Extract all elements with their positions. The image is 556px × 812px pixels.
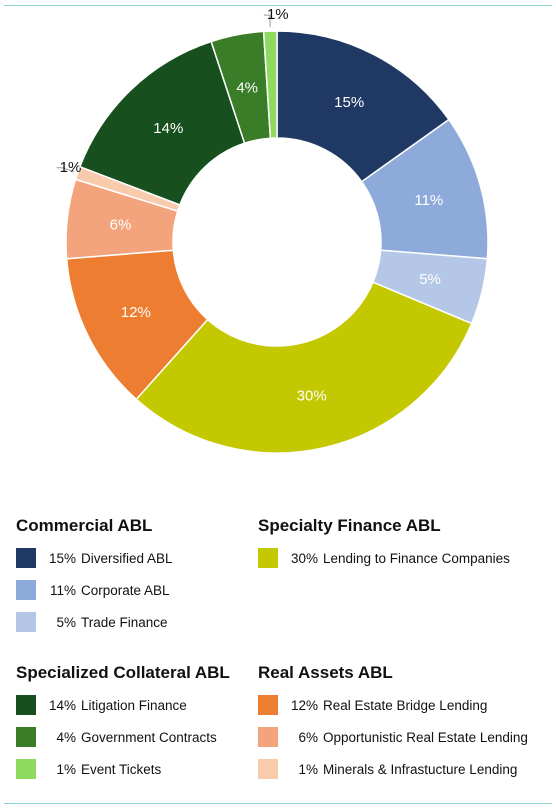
legend-item: 6% Opportunistic Real Estate Lending [258, 727, 528, 747]
donut-slice [135, 281, 473, 454]
legend-title: Commercial ABL [16, 516, 153, 535]
slice-label: 1% [267, 6, 289, 23]
donut-slice [78, 40, 246, 206]
legend-item: 11% Corporate ABL [16, 580, 173, 600]
legend-swatch [16, 759, 36, 779]
legend-group-specialty: Specialty Finance ABL 30% Lending to Fina… [258, 516, 510, 580]
legend-label: Event Tickets [81, 761, 162, 777]
slice-label: 12% [121, 304, 151, 321]
legend-percent: 1% [298, 761, 318, 777]
legend-label: Litigation Finance [81, 697, 187, 713]
legend-label: Trade Finance [81, 614, 168, 630]
donut-slice [262, 30, 278, 140]
legend-item: 5% Trade Finance [16, 612, 173, 632]
legend-percent: 11% [49, 582, 76, 598]
legend-item: 1% Minerals & Infrastucture Lending [258, 759, 528, 779]
legend-label: Minerals & Infrastucture Lending [323, 761, 518, 777]
slice-label: 1% [60, 159, 82, 176]
donut-chart: 15% 11% 5% 30% 12% 6% 1% 14% 4% 1% [56, 6, 489, 454]
top-divider [4, 5, 552, 6]
leader-line [263, 14, 271, 28]
legend-swatch [16, 695, 36, 715]
bottom-divider [4, 803, 552, 804]
legend-percent: 4% [56, 729, 76, 745]
legend-item: 14% Litigation Finance [16, 695, 230, 715]
legend-percent: 12% [290, 697, 318, 713]
legend-title: Specialty Finance ABL [258, 516, 441, 535]
legend-swatch [16, 727, 36, 747]
legend-item: 30% Lending to Finance Companies [258, 548, 510, 568]
slice-label: 6% [110, 217, 132, 234]
slice-label: 30% [297, 388, 327, 405]
legend-label: Diversified ABL [81, 550, 173, 566]
legend-title: Specialized Collateral ABL [16, 663, 230, 682]
slice-label: 14% [153, 120, 183, 137]
legend-swatch [258, 727, 278, 747]
legend-title: Real Assets ABL [258, 663, 393, 682]
legend-item: 12% Real Estate Bridge Lending [258, 695, 528, 715]
donut-slice [276, 30, 450, 183]
legend-percent: 14% [48, 697, 76, 713]
legend-swatch [258, 695, 278, 715]
legend-label: Opportunistic Real Estate Lending [323, 729, 528, 745]
legend-item: 1% Event Tickets [16, 759, 230, 779]
legend-swatch [258, 759, 278, 779]
legend-label: Real Estate Bridge Lending [323, 697, 488, 713]
leader-line [56, 167, 74, 173]
legend-swatch [16, 612, 36, 632]
legend-item: 15% Diversified ABL [16, 548, 173, 568]
legend-label: Corporate ABL [81, 582, 170, 598]
legend-percent: 5% [56, 614, 76, 630]
legend-group-commercial: Commercial ABL 15% Diversified ABL 11% Corp… [16, 516, 173, 644]
legend-swatch [16, 548, 36, 568]
slice-label: 15% [334, 94, 364, 111]
legend-label: Government Contracts [81, 729, 217, 745]
slice-label: 4% [236, 79, 258, 96]
legend-swatch [258, 548, 278, 568]
legend-percent: 30% [290, 550, 318, 566]
slice-label: 11% [414, 192, 443, 209]
legend-label: Lending to Finance Companies [323, 550, 510, 566]
legend-percent: 15% [48, 550, 76, 566]
legend-swatch [16, 580, 36, 600]
legend-group-collateral: Specialized Collateral ABL 14% Litigation… [16, 663, 230, 791]
legend-group-real-assets: Real Assets ABL 12% Real Estate Bridge Le… [258, 663, 528, 791]
legend-percent: 1% [56, 761, 76, 777]
slice-label: 5% [419, 271, 441, 288]
legend-item: 4% Government Contracts [16, 727, 230, 747]
legend-percent: 6% [298, 729, 318, 745]
